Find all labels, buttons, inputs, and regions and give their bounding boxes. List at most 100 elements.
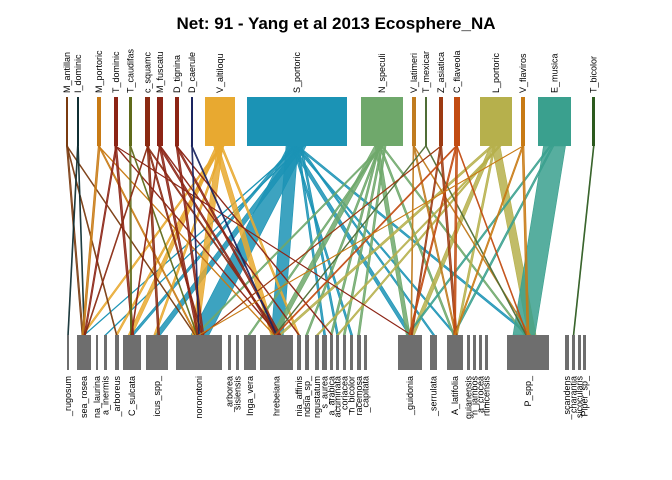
lower-level-box bbox=[583, 335, 586, 370]
lower-level-box bbox=[364, 335, 367, 370]
lower-level-box bbox=[447, 335, 463, 370]
lower-level-box bbox=[123, 335, 141, 370]
higher-level-box bbox=[521, 97, 525, 146]
higher-level-box bbox=[77, 97, 79, 146]
lower-level-label: sea_rosea bbox=[79, 376, 89, 418]
interaction-link bbox=[409, 145, 495, 336]
higher-level-label: E_musica bbox=[550, 53, 560, 93]
higher-level-label: V_latimeri bbox=[409, 53, 419, 93]
lower-level-box bbox=[244, 335, 256, 370]
interaction-link bbox=[81, 145, 101, 336]
interaction-links bbox=[65, 145, 595, 336]
lower-level-box bbox=[228, 335, 231, 370]
higher-level-label: V_flaviros bbox=[518, 53, 528, 93]
lower-level-label: Piper_sp_ bbox=[580, 375, 590, 417]
higher-level-box bbox=[439, 97, 443, 146]
higher-level-box bbox=[175, 97, 179, 146]
lower-level-label: acuminata bbox=[333, 376, 343, 418]
lower-level-label: charantia bbox=[569, 376, 579, 413]
lower-level-label: _rugosum bbox=[63, 376, 73, 417]
lower-level-label: A_latifolia bbox=[450, 376, 460, 415]
lower-level-box bbox=[507, 335, 549, 370]
higher-level-box bbox=[425, 97, 427, 146]
lower-level-label: sicocularis bbox=[575, 376, 585, 419]
higher-level-box bbox=[129, 97, 132, 146]
lower-level-box bbox=[176, 335, 222, 370]
higher-level-box bbox=[97, 97, 101, 146]
lower-level-label: guianensis bbox=[464, 376, 474, 420]
lower-level-label: hrebeiana bbox=[272, 376, 282, 416]
lower-level-label: n_bicolor bbox=[347, 376, 357, 413]
lower-level-label: racemosa bbox=[354, 376, 364, 416]
interaction-link bbox=[146, 145, 160, 336]
lower-level-label: Inga_vera bbox=[245, 376, 255, 416]
lower-level-label: _serrulata bbox=[429, 376, 439, 417]
lower-level-label: sisiensis bbox=[233, 376, 243, 411]
lower-level-box bbox=[146, 335, 168, 370]
lower-level-box bbox=[578, 335, 581, 370]
lower-level-label: _scandens bbox=[562, 376, 572, 421]
higher-level-box bbox=[592, 97, 595, 146]
higher-level-box bbox=[157, 97, 163, 146]
lower-level-box bbox=[305, 335, 309, 370]
lower-level-label: ndsia_sp_ bbox=[302, 375, 312, 417]
lower-level-box bbox=[330, 335, 333, 370]
higher-level-box bbox=[480, 97, 512, 146]
higher-level-label: I_dominic bbox=[73, 54, 83, 93]
higher-level-label: V_altiloqu bbox=[215, 53, 225, 93]
higher-level-label: C_flaveola bbox=[452, 50, 462, 93]
lower-level-label: noronotoni bbox=[194, 376, 204, 419]
lower-level-box bbox=[565, 335, 569, 370]
lower-level-box bbox=[104, 335, 107, 370]
lower-level-label: _arborea bbox=[225, 376, 235, 413]
higher-level-label: M_antillan bbox=[62, 52, 72, 93]
higher-level-box bbox=[66, 97, 68, 146]
higher-level-box bbox=[191, 97, 193, 146]
higher-level-label: M_portoric bbox=[94, 50, 104, 93]
higher-level-label: M_fuscatu bbox=[155, 51, 165, 93]
lower-level-label: s_aurea bbox=[320, 376, 330, 409]
lower-level-box bbox=[297, 335, 301, 370]
lower-level-label: _capitata bbox=[361, 376, 371, 414]
lower-level-box bbox=[77, 335, 91, 370]
higher-level-label: D_caerule bbox=[187, 52, 197, 93]
lower-level-label: nia_affinis bbox=[294, 376, 304, 417]
lower-level-label: a_inermis bbox=[101, 376, 111, 416]
lower-level-label: a_crocea bbox=[476, 376, 486, 413]
higher-level-label: N_speculi bbox=[377, 53, 387, 93]
higher-level-label: D_tignina bbox=[172, 55, 182, 93]
higher-level-label: Z_asiatica bbox=[436, 52, 446, 93]
lower-level-box bbox=[398, 335, 422, 370]
lower-level-box bbox=[115, 335, 119, 370]
lower-level-label: icus_spp_ bbox=[152, 375, 162, 417]
higher-level-label: T_caudifas bbox=[126, 48, 136, 93]
higher-level-label: c_squamc bbox=[143, 51, 153, 93]
chart-title: Net: 91 - Yang et al 2013 Ecosphere_NA bbox=[176, 14, 496, 33]
higher-level-box bbox=[538, 97, 571, 146]
lower-level-box bbox=[467, 335, 470, 370]
higher-level-box bbox=[114, 97, 118, 146]
lower-level-box bbox=[357, 335, 361, 370]
lower-level-label: _guidonia bbox=[405, 376, 415, 416]
lower-level-label: rtinicensis bbox=[482, 376, 492, 417]
lower-level-box bbox=[479, 335, 482, 370]
higher-level-label: L_portoric bbox=[491, 52, 501, 93]
lower-level-label: P_spp_ bbox=[523, 375, 533, 407]
lower-level-box bbox=[67, 335, 69, 370]
lower-level-label: n_jambos bbox=[470, 376, 480, 416]
lower-level-box bbox=[322, 335, 327, 370]
higher-level-label: T_mexicar bbox=[421, 51, 431, 93]
lower-level-label: na_laurina bbox=[92, 376, 102, 418]
interaction-link bbox=[83, 145, 118, 336]
lower-level-box bbox=[260, 335, 293, 370]
lower-level-box bbox=[485, 335, 488, 370]
higher-level-box bbox=[145, 97, 150, 146]
lower-level-box bbox=[96, 335, 98, 370]
lower-level-label: a_arabica bbox=[327, 376, 337, 416]
higher-level-label: T_bicolor bbox=[589, 56, 599, 93]
higher-level-box bbox=[454, 97, 460, 146]
lower-level-box bbox=[343, 335, 346, 370]
interaction-link bbox=[572, 145, 595, 336]
lower-level-box bbox=[315, 335, 319, 370]
